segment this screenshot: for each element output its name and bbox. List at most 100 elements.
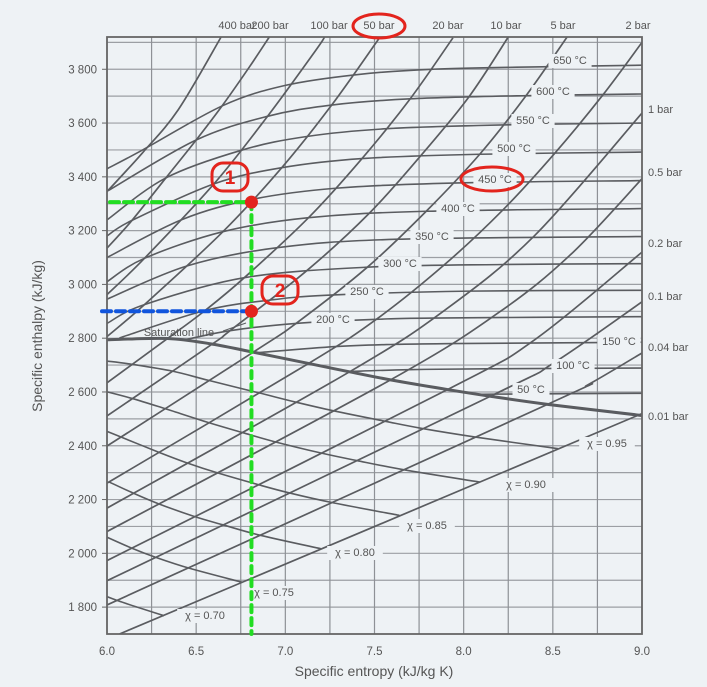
curve-label: 0.1 bar — [648, 291, 683, 303]
y-tick-label: 2 600 — [68, 387, 97, 399]
y-tick-label: 3 800 — [68, 64, 97, 76]
y-tick-label: 2 000 — [68, 548, 97, 560]
curve-label: 650 °C — [553, 55, 587, 67]
curve-label: 0.04 bar — [648, 342, 689, 354]
curve-label: 10 bar — [490, 20, 522, 32]
label-background — [492, 142, 536, 156]
y-tick-label: 3 000 — [68, 279, 97, 291]
x-tick-label: 6.5 — [188, 646, 204, 658]
quality-line — [107, 430, 400, 517]
curve-label: χ = 0.70 — [185, 610, 225, 622]
x-tick-label: 8.5 — [545, 646, 561, 658]
quality-line — [108, 481, 322, 550]
curve-label: 0.5 bar — [648, 167, 683, 179]
y-tick-label: 3 200 — [68, 226, 97, 238]
saturation-label-leader — [222, 322, 247, 332]
y-tick-label: 2 200 — [68, 495, 97, 507]
isotherm-line — [107, 235, 642, 300]
curve-label: 0.01 bar — [648, 411, 689, 423]
curve-label: 550 °C — [516, 115, 550, 127]
curve-label: 400 bar — [218, 20, 256, 32]
isobar-line — [107, 112, 642, 509]
isobar-line — [107, 251, 642, 562]
isotherm-line — [256, 341, 642, 354]
x-tick-label: 7.0 — [277, 646, 293, 658]
isobar-line — [107, 41, 642, 484]
curve-label: χ = 0.75 — [254, 587, 294, 599]
x-tick-label: 6.0 — [99, 646, 115, 658]
curve-label: χ = 0.80 — [335, 547, 375, 559]
curve-label: Saturation line — [144, 327, 214, 339]
label-background — [177, 609, 233, 623]
isobar-line — [107, 37, 454, 384]
quality-line — [107, 391, 480, 483]
isobar-line — [119, 411, 642, 634]
highlight-circle-450-c — [459, 165, 525, 193]
curve-label: 300 °C — [383, 258, 417, 270]
curve-label: 2 bar — [625, 20, 650, 32]
label-background — [597, 335, 641, 349]
label-background — [512, 383, 550, 397]
label-background — [311, 313, 355, 327]
label-background — [246, 586, 302, 600]
curve-labels: 650 °C 600 °C 550 °C 500 °C 450 °C 400 °C 350 … — [144, 20, 689, 623]
highlight-circle-50-bar — [351, 12, 407, 40]
label-background — [551, 359, 595, 373]
curve-label: 5 bar — [550, 20, 575, 32]
state-point-marker — [244, 304, 258, 318]
curve-label: χ = 0.95 — [587, 438, 627, 450]
isobar-line — [107, 37, 270, 249]
annotations: 12 — [100, 12, 525, 636]
y-tick-label: 2 800 — [68, 333, 97, 345]
y-tick-label: 3 400 — [68, 172, 97, 184]
label-background — [399, 519, 455, 533]
label-background — [498, 478, 554, 492]
isobar-line — [107, 178, 642, 533]
y-axis-title: Specific enthalpy (kJ/kg) — [29, 260, 45, 412]
label-background — [327, 546, 383, 560]
x-axis-title: Specific entropy (kJ/kg K) — [295, 663, 454, 679]
curve-label: 600 °C — [536, 86, 570, 98]
curve-label: 50 °C — [517, 384, 545, 396]
label-background — [531, 85, 575, 99]
state-point-badge — [260, 274, 300, 306]
axes: 6.0 6.5 7.0 7.5 8.0 8.5 9.0 1 800 2 000 2 200 2 40… — [68, 36, 650, 658]
curve-label: 200 °C — [316, 314, 350, 326]
isotherm-line — [475, 392, 642, 396]
label-background — [473, 173, 517, 187]
state-point-badge — [210, 161, 250, 193]
state-point-label: 1 — [225, 168, 236, 189]
curve-label: 450 °C — [478, 174, 512, 186]
x-tick-label: 7.5 — [367, 646, 383, 658]
curve-label: 150 °C — [602, 336, 636, 348]
curve-label: χ = 0.90 — [506, 479, 546, 491]
curve-label: 500 °C — [497, 143, 531, 155]
isobar-line — [107, 37, 222, 193]
curve-label: 50 bar — [363, 20, 395, 32]
curve-label: χ = 0.85 — [407, 520, 447, 532]
saturation-line — [107, 336, 642, 418]
isobar-line — [107, 37, 326, 296]
curve-label: 200 bar — [251, 20, 289, 32]
curves — [107, 37, 642, 634]
curve-label: 20 bar — [432, 20, 464, 32]
curve-label: 350 °C — [415, 231, 449, 243]
isobar-line — [107, 301, 642, 582]
quality-line — [107, 595, 165, 617]
curve-label: 250 °C — [350, 286, 384, 298]
curve-label: 100 bar — [310, 20, 348, 32]
state-point-marker — [244, 195, 258, 209]
x-tick-label: 9.0 — [634, 646, 650, 658]
isobar-line — [107, 37, 568, 447]
quality-line — [107, 360, 559, 450]
label-background — [579, 437, 635, 451]
curve-label: 400 °C — [441, 203, 475, 215]
curve-label: 0.2 bar — [648, 238, 683, 250]
state-point-label: 2 — [275, 281, 286, 302]
label-background — [548, 54, 592, 68]
curve-label: 1 bar — [648, 104, 673, 116]
label-background — [511, 114, 555, 128]
label-background — [345, 285, 389, 299]
x-tick-label: 8.0 — [456, 646, 472, 658]
y-tick-label: 3 600 — [68, 118, 97, 130]
